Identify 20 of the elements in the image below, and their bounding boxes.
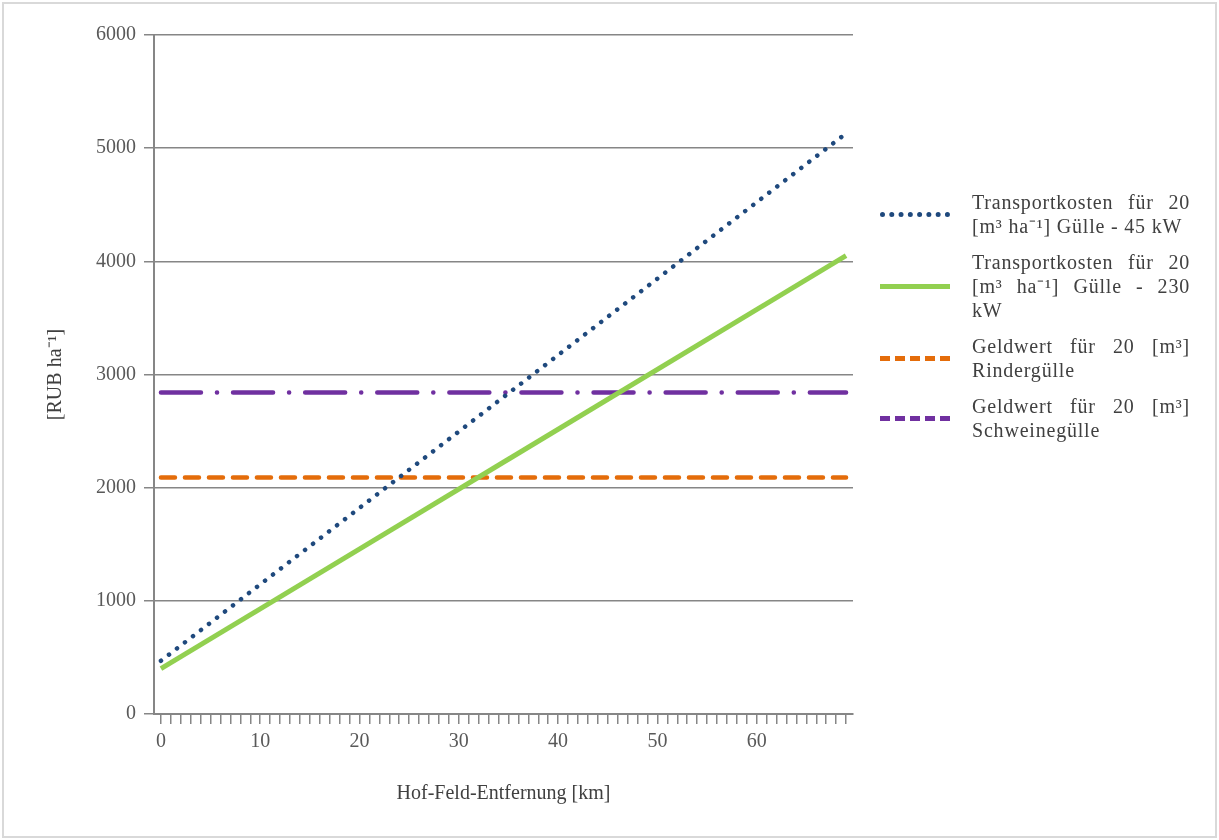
legend-label: Transportkosten für 20 [m³ ha⁻¹] Gülle - 230 kW [972,250,1190,322]
x-tick-label: 50 [647,729,668,752]
legend-label: Geldwert für 20 [m³] Schweinegülle [972,394,1190,442]
y-tick-label: 0 [126,701,136,724]
x-tick-label: 20 [349,729,370,752]
x-tick-label: 40 [548,729,569,752]
legend-label: Transportkosten für 20 [m³ ha⁻¹] Gülle - 45 kW [972,190,1190,238]
x-axis-title: Hof-Feld-Entfernung [km] [396,781,611,805]
y-axis-title: [RUB ha⁻¹] [43,328,66,421]
x-tick-label: 30 [448,729,469,752]
x-tick-label: 60 [746,729,767,752]
y-tick-label: 3000 [96,361,136,384]
y-tick-label: 5000 [96,135,136,158]
x-tick-label: 10 [250,729,271,752]
y-tick-label: 4000 [96,248,136,271]
y-tick-label: 2000 [96,474,136,497]
x-tick-label: 0 [155,729,166,752]
legend-label: Geldwert für 20 [m³] Rindergülle [972,334,1190,382]
y-tick-label: 6000 [96,22,136,45]
y-tick-label: 1000 [96,588,136,611]
